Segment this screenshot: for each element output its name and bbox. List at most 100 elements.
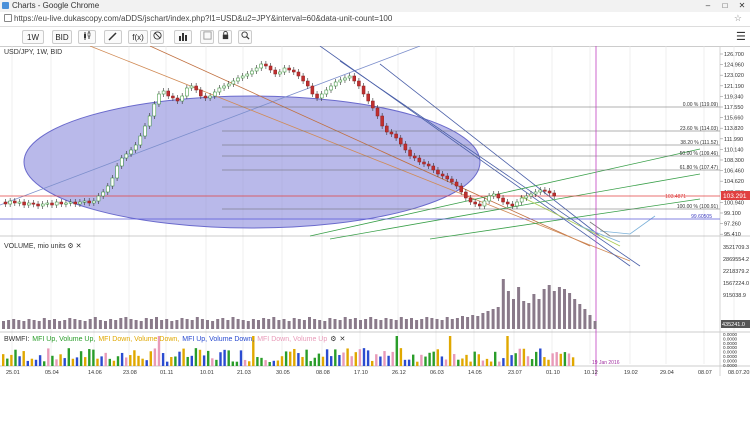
magnifier-icon xyxy=(240,31,250,40)
volume-tick-label: 915038.9 xyxy=(723,293,746,299)
price-tick-label: 126.700 xyxy=(724,52,744,58)
bwmfi-tick-label: 0.0000 xyxy=(723,363,737,368)
price-candles xyxy=(3,61,556,209)
bwmfi-axis: 0.00000.00000.00000.00000.00000.00000.00… xyxy=(723,332,737,368)
bwmfi-tick-label: 0.0000 xyxy=(723,350,737,355)
ref-line-label: 99.60505 xyxy=(691,214,712,220)
chart-svg[interactable]: 0.00 % (119.09) 23.60 % (114.03) 38.20 % (… xyxy=(0,45,750,422)
padlock-icon xyxy=(222,31,228,40)
time-tick-label: 06.03 xyxy=(430,370,444,376)
current-volume-tag xyxy=(721,320,750,328)
price-tick-label: 99.100 xyxy=(724,211,741,217)
price-tick-label: 111.990 xyxy=(724,137,743,143)
url-text[interactable]: https://eu-live.dukascopy.com/aDDS/jscha… xyxy=(14,14,393,23)
fib-level-label: 61.80 % (107.47) xyxy=(680,165,719,171)
price-tick-label: 115.660 xyxy=(724,116,743,122)
layout-button[interactable] xyxy=(200,30,214,44)
close-panel-icon[interactable]: ✕ xyxy=(75,243,82,250)
ellipse-drawing[interactable] xyxy=(23,95,481,229)
bwmfi-tick-label: 0.0000 xyxy=(723,358,737,363)
time-tick-label: 23.08 xyxy=(123,370,137,376)
time-tick-label: 10.12 xyxy=(584,370,598,376)
price-tick-label: 104.620 xyxy=(724,179,744,185)
fib-level-label: 23.60 % (114.03) xyxy=(680,126,718,132)
settings-gear-icon[interactable]: ⚙ xyxy=(67,243,74,250)
price-tick-label: 123.020 xyxy=(724,73,744,79)
address-bar[interactable]: https://eu-live.dukascopy.com/aDDS/jscha… xyxy=(0,12,750,27)
time-tick-label: 17.10 xyxy=(354,370,368,376)
bwmfi-tick-label: 0.0000 xyxy=(723,354,737,359)
fibonacci-retracement[interactable]: 0.00 % (119.09) 23.60 % (114.03) 38.20 % (… xyxy=(222,102,720,210)
lock-icon xyxy=(4,14,12,22)
chart-toolbar: 1W BID f(x) ☰ xyxy=(0,28,750,47)
time-tick-label: 29.04 xyxy=(660,370,674,376)
minimize-button[interactable]: – xyxy=(705,1,711,10)
time-tick-label: 14.05 xyxy=(468,370,482,376)
current-price: 103.291 xyxy=(723,193,747,200)
fib-level-label: 0.00 % (119.09) xyxy=(683,102,719,108)
maximize-button[interactable]: □ xyxy=(722,1,728,10)
volume-tick-label: 1567224.0 xyxy=(723,281,749,287)
price-type-select[interactable]: BID xyxy=(52,30,72,44)
time-tick-label: 01.10 xyxy=(546,370,560,376)
drawing-tools-button[interactable] xyxy=(104,30,122,44)
no-entry-icon xyxy=(152,31,162,40)
time-tick-label: 10.01 xyxy=(200,370,214,376)
price-tick-label: 110.140 xyxy=(724,147,743,153)
bwmfi-legend-2: MFI Down, Volume Down, xyxy=(98,336,180,343)
price-tick-label: 113.820 xyxy=(724,126,743,132)
bwmfi-legend-3: MFI Up, Volume Down, xyxy=(182,336,255,343)
price-axis: 126.700 124.960 123.020 121.190 119.340 117.5… xyxy=(720,52,744,238)
fib-level-label: 100.00 % (100.91) xyxy=(677,204,718,210)
volume-title: VOLUME, mio units xyxy=(4,243,66,250)
zoom-button[interactable] xyxy=(238,30,252,44)
indicators-button[interactable]: f(x) xyxy=(128,30,148,44)
time-axis: 25.01 05.04 14.06 23.08 01.11 10.01 21.03 30.05… xyxy=(6,370,750,376)
candlestick-icon xyxy=(84,31,91,40)
time-tick-label: 08.07.2017 xyxy=(728,370,750,376)
candle-type-button[interactable] xyxy=(78,30,96,44)
volume-axis: 3521709.3 2869554.2 2218379.2 1567224.0 9150… xyxy=(723,245,749,299)
bookmark-star-icon[interactable]: ☆ xyxy=(733,13,742,23)
time-tick-label: 19.02 xyxy=(624,370,638,376)
time-tick-label: 05.04 xyxy=(45,370,59,376)
time-tick-label: 25.01 xyxy=(6,370,20,376)
bar-chart-button[interactable] xyxy=(174,30,192,44)
bwmfi-tick-label: 0.0000 xyxy=(723,332,737,337)
price-tick-label: 106.460 xyxy=(724,169,744,175)
price-tick-label: 97.260 xyxy=(724,222,741,228)
close-panel-icon[interactable]: ✕ xyxy=(339,336,346,343)
hamburger-menu-icon[interactable]: ☰ xyxy=(736,31,746,43)
settings-gear-icon[interactable]: ⚙ xyxy=(330,336,337,343)
time-tick-label: 30.05 xyxy=(276,370,290,376)
price-tick-label: 117.550 xyxy=(724,105,743,111)
close-button[interactable]: ✕ xyxy=(738,1,746,10)
time-tick-label: 01.11 xyxy=(160,370,173,376)
bwmfi-tick-label: 0.0000 xyxy=(723,345,737,350)
volume-bars xyxy=(2,279,597,329)
window-title: Charts - Google Chrome xyxy=(12,1,100,10)
volume-tick-label: 3521709.3 xyxy=(723,245,749,251)
time-tick-label: 21.03 xyxy=(237,370,251,376)
cursor-date-label: 19 Jan 2016 xyxy=(592,360,620,366)
current-volume: 435241.0 xyxy=(722,322,745,328)
time-tick-label: 26.12 xyxy=(392,370,406,376)
bwmfi-title-prefix: BWMFI: xyxy=(4,336,30,343)
red-line-label: 103.4871 xyxy=(665,194,686,200)
chrome-icon xyxy=(2,2,9,9)
price-tick-label: 119.340 xyxy=(724,94,743,100)
lock-chart-button[interactable] xyxy=(218,30,232,44)
time-tick-label: 14.06 xyxy=(88,370,102,376)
layout-icon xyxy=(202,31,212,40)
volume-panel-title: VOLUME, mio units ⚙ ✕ xyxy=(4,242,82,250)
pencil-icon xyxy=(108,32,117,41)
bwmfi-panel-title: BWMFI: MFI Up, Volume Up, MFI Down, Volume… xyxy=(4,335,348,343)
period-select[interactable]: 1W xyxy=(22,30,44,44)
chart-area[interactable]: 0.00 % (119.09) 23.60 % (114.03) 38.20 % (… xyxy=(0,45,750,422)
volume-tick-label: 2869554.2 xyxy=(723,257,749,263)
price-tick-label: 108.300 xyxy=(724,158,744,164)
price-tick-label: 124.960 xyxy=(724,63,744,69)
fib-level-label: 38.20 % (111.52) xyxy=(680,140,718,146)
price-tick-label: 95.410 xyxy=(724,232,741,238)
remove-button[interactable] xyxy=(150,30,164,44)
